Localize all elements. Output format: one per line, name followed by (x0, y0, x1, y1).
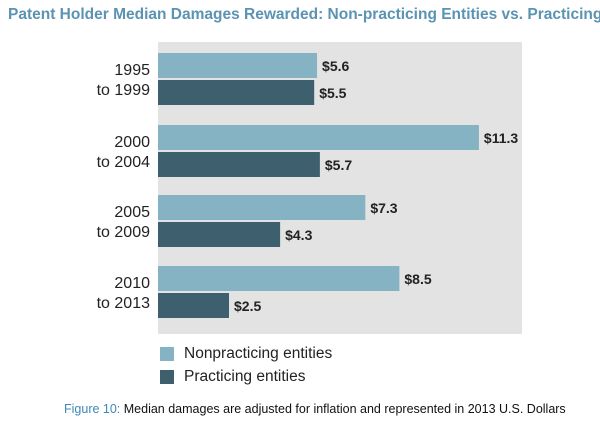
legend-swatch-practicing (160, 369, 174, 384)
category-label: to 2009 (97, 224, 150, 241)
bar-practicing (158, 80, 315, 105)
bar-nonpracticing (158, 266, 400, 291)
legend-swatch-nonpracticing (160, 346, 174, 361)
category-label: 1995 (114, 62, 150, 79)
bar-value-label: $5.7 (325, 157, 352, 173)
bar-nonpracticing (158, 195, 366, 220)
bar-value-label: $4.3 (285, 227, 312, 243)
legend-item-practicing: Practicing entities (160, 365, 332, 388)
legend-label-nonpracticing: Nonpracticing entities (184, 344, 333, 362)
legend-label-practicing: Practicing entities (184, 367, 306, 385)
bar-value-label: $5.6 (322, 58, 349, 74)
caption-text: Median damages are adjusted for inflatio… (120, 402, 566, 416)
bar-nonpracticing (158, 125, 479, 150)
bar-nonpracticing (158, 53, 318, 78)
legend-item-nonpracticing: Nonpracticing entities (160, 342, 332, 365)
bar-value-label: $5.5 (319, 85, 346, 101)
category-label: to 1999 (97, 82, 150, 99)
bar-value-label: $2.5 (234, 298, 261, 314)
category-label: to 2004 (97, 154, 150, 171)
category-label: 2000 (114, 134, 150, 151)
category-label: 2010 (114, 275, 150, 292)
bar-practicing (158, 293, 229, 318)
chart-legend: Nonpracticing entities Practicing entiti… (160, 342, 332, 388)
bar-value-label: $8.5 (404, 271, 431, 287)
category-label: to 2013 (97, 295, 150, 312)
bar-practicing (158, 152, 320, 177)
category-label: 2005 (114, 204, 150, 221)
bar-value-label: $11.3 (484, 130, 518, 146)
caption-prefix: Figure 10: (64, 402, 121, 416)
chart-title: Patent Holder Median Damages Rewarded: N… (8, 6, 600, 23)
bar-practicing (158, 222, 281, 247)
bar-value-label: $7.3 (370, 200, 397, 216)
figure-caption: Figure 10: Median damages are adjusted f… (64, 402, 600, 416)
